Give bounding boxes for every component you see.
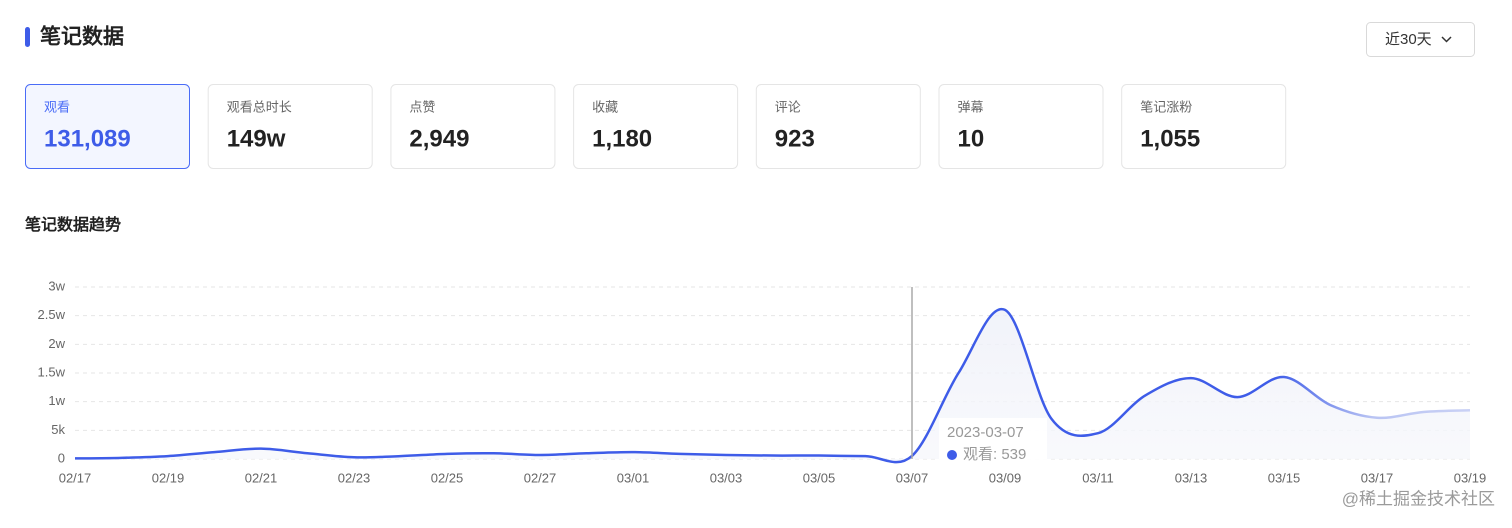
stat-card[interactable]: 评论 923 — [755, 84, 921, 169]
card-label[interactable]: 弹幕 — [958, 99, 984, 114]
x-tick-label: 03/15 — [1268, 470, 1301, 485]
area — [75, 309, 1470, 463]
tooltip-box — [939, 418, 1047, 470]
watermark: @稀土掘金技术社区 — [1342, 489, 1495, 508]
x-tick-label: 03/07 — [896, 470, 929, 485]
card-value[interactable]: 923 — [775, 125, 815, 152]
x-tick-label: 02/21 — [245, 470, 278, 485]
x-tick-label: 03/11 — [1082, 470, 1114, 485]
dropdown-chevron[interactable] — [1441, 36, 1452, 43]
range-dropdown[interactable]: 近30天 — [1366, 22, 1475, 57]
section-title: 笔记数据趋势 — [25, 215, 121, 234]
y-tick-label: 0 — [58, 450, 65, 465]
y-tick-label: 3w — [48, 278, 65, 293]
card-box[interactable] — [207, 84, 373, 169]
card-label[interactable]: 点赞 — [409, 99, 435, 114]
x-tick-label: 02/23 — [338, 470, 371, 485]
trend-chart: 0 5k 1w 1.5w 2w 2.5w 3w 02/17 02/19 02/21 02/23 02/… — [38, 278, 1487, 485]
x-tick-label: 02/19 — [152, 470, 185, 485]
card-box[interactable] — [25, 84, 190, 169]
stat-card[interactable]: 收藏 1,180 — [573, 84, 739, 169]
x-tick-label: 03/05 — [803, 470, 836, 485]
card-value[interactable]: 10 — [958, 125, 985, 152]
stat-card[interactable]: 笔记涨粉 1,055 — [1121, 84, 1287, 169]
series-line — [74, 307, 1471, 464]
title-accent — [25, 27, 30, 47]
tooltip-dot — [947, 450, 957, 460]
card-box[interactable] — [1121, 84, 1287, 169]
stat-card[interactable]: 点赞 2,949 — [390, 84, 556, 169]
tooltip-date: 2023-03-07 — [947, 424, 1024, 441]
x-tick-label: 03/13 — [1175, 470, 1208, 485]
card-label[interactable]: 评论 — [775, 99, 801, 114]
dropdown-box[interactable] — [1366, 22, 1475, 57]
card-value[interactable]: 131,089 — [44, 125, 131, 152]
dropdown-label[interactable]: 近30天 — [1385, 31, 1432, 48]
card-label[interactable]: 观看总时长 — [227, 99, 292, 114]
stat-card[interactable]: 观看总时长 149w — [207, 84, 373, 169]
tooltip-value: 观看: 539 — [963, 446, 1026, 463]
card-label[interactable]: 笔记涨粉 — [1140, 99, 1192, 114]
card-value[interactable]: 149w — [227, 125, 286, 152]
card-label[interactable]: 观看 — [44, 99, 70, 114]
card-box[interactable] — [390, 84, 556, 169]
card-box[interactable] — [755, 84, 921, 169]
card-label[interactable]: 收藏 — [592, 99, 618, 114]
stat-card[interactable]: 观看 131,089 — [25, 84, 190, 169]
x-tick-label: 03/09 — [989, 470, 1022, 485]
y-tick-label: 5k — [51, 422, 65, 437]
card-box[interactable] — [938, 84, 1104, 169]
x-tick-label: 03/19 — [1454, 470, 1487, 485]
page-title: 笔记数据 — [40, 25, 124, 49]
y-tick-label: 1w — [48, 393, 65, 408]
y-tick-label: 1.5w — [38, 364, 66, 379]
x-tick-label: 02/27 — [524, 470, 557, 485]
card-box[interactable] — [573, 84, 739, 169]
y-tick-label: 2w — [48, 336, 65, 351]
x-tick-label: 03/17 — [1361, 470, 1394, 485]
card-value[interactable]: 1,180 — [592, 125, 652, 152]
card-value[interactable]: 1,055 — [1140, 125, 1200, 152]
card-value[interactable]: 2,949 — [409, 125, 469, 152]
x-tick-label: 03/03 — [710, 470, 743, 485]
x-tick-label: 02/25 — [431, 470, 464, 485]
stat-card[interactable]: 弹幕 10 — [938, 84, 1104, 169]
y-tick-label: 2.5w — [38, 307, 66, 322]
x-tick-label: 03/01 — [617, 470, 650, 485]
x-tick-label: 02/17 — [59, 470, 92, 485]
stat-cards: 观看 131,089 观看总时长 149w 点赞 2,949 收藏 1,180 评论 923 弹幕 1… — [25, 84, 1287, 169]
